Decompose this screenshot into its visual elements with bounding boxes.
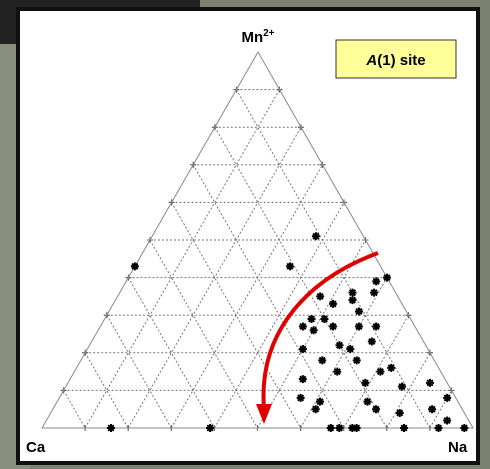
data-point xyxy=(443,416,451,424)
data-point xyxy=(299,322,307,330)
data-point xyxy=(383,274,391,282)
data-point xyxy=(329,322,337,330)
data-point xyxy=(398,383,406,391)
data-point xyxy=(426,379,434,387)
data-point xyxy=(353,424,361,432)
data-point xyxy=(107,424,115,432)
page: A(1) site Mn2+ Ca Na (() => { const data… xyxy=(0,0,490,469)
data-point xyxy=(361,379,369,387)
data-point xyxy=(327,424,335,432)
data-point xyxy=(318,356,326,364)
data-point xyxy=(312,232,320,240)
data-point xyxy=(370,289,378,297)
data-point xyxy=(353,356,361,364)
data-point xyxy=(348,296,356,304)
data-point xyxy=(428,405,436,413)
data-point xyxy=(372,405,380,413)
data-point xyxy=(131,262,139,270)
data-point xyxy=(335,424,343,432)
annotation: A(1) site xyxy=(365,52,425,69)
chart: A(1) site Mn2+ Ca Na xyxy=(0,0,490,469)
data-point xyxy=(308,315,316,323)
data-point xyxy=(372,277,380,285)
data-point xyxy=(286,262,294,270)
data-point xyxy=(333,368,341,376)
data-point xyxy=(355,307,363,315)
data-point xyxy=(355,322,363,330)
top-label-text: Mn xyxy=(241,29,263,46)
data-point xyxy=(349,289,357,297)
data-point xyxy=(460,424,468,432)
data-point xyxy=(329,300,337,308)
data-point xyxy=(299,345,307,353)
data-point xyxy=(396,409,404,417)
left-label: Ca xyxy=(26,439,46,456)
data-point xyxy=(299,375,307,383)
data-point xyxy=(297,394,305,402)
data-point xyxy=(316,398,324,406)
annotation-italic: A xyxy=(365,52,377,69)
data-point xyxy=(346,345,354,353)
data-point xyxy=(320,315,328,323)
data-point xyxy=(443,394,451,402)
data-point xyxy=(400,424,408,432)
data-point xyxy=(387,364,395,372)
top-label-sup: 2+ xyxy=(263,28,275,39)
data-point xyxy=(312,405,320,413)
data-point xyxy=(435,424,443,432)
data-point xyxy=(363,398,371,406)
data-point xyxy=(206,424,214,432)
data-point xyxy=(372,322,380,330)
right-label: Na xyxy=(448,439,468,456)
annotation-text: (1) site xyxy=(377,52,425,69)
data-point xyxy=(368,338,376,346)
data-point xyxy=(310,326,318,334)
data-point xyxy=(376,368,384,376)
data-point xyxy=(316,292,324,300)
data-point xyxy=(336,341,344,349)
